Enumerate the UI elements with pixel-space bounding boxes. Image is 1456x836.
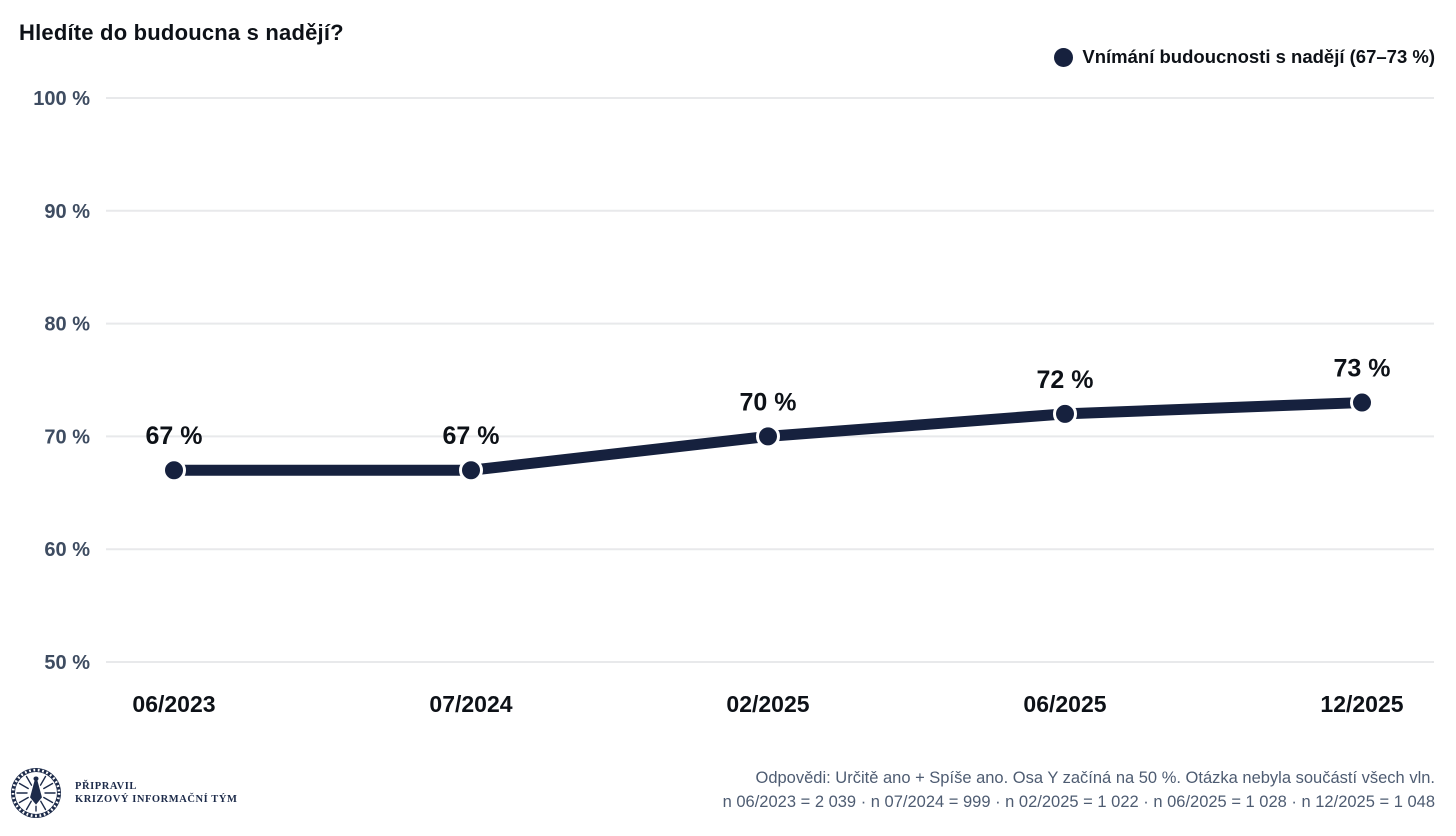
- branding-prepared-by: PŘIPRAVIL: [75, 781, 137, 792]
- data-point: [459, 458, 483, 483]
- y-tick-label: 70 %: [44, 426, 90, 448]
- footnotes: Odpovědi: Určitě ano + Spíše ano. Osa Y …: [723, 767, 1435, 814]
- data-point-label: 67 %: [443, 422, 500, 450]
- y-tick-label: 100 %: [33, 88, 90, 110]
- kit-logo-seal-icon: [11, 768, 61, 818]
- branding-team-name: KRIZOVÝ INFORMAČNÍ TÝM: [75, 794, 238, 805]
- y-tick-label: 60 %: [44, 539, 90, 561]
- x-tick-label: 12/2025: [1320, 691, 1403, 717]
- data-point-label: 67 %: [146, 422, 203, 450]
- data-point-label: 72 %: [1037, 366, 1094, 394]
- legend-label: Vnímání budoucnosti s nadějí (67–73 %): [1082, 46, 1435, 67]
- y-tick-label: 90 %: [44, 201, 90, 223]
- line-chart: 50 % 60 % 70 % 80 % 90 % 100 % 06/2023 07/2024 0…: [33, 88, 1434, 717]
- branding: PŘIPRAVIL KRIZOVÝ INFORMAČNÍ TÝM: [10, 767, 237, 819]
- data-point-label: 70 %: [740, 388, 797, 416]
- footnote-methodology: Odpovědi: Určitě ano + Spíše ano. Osa Y …: [755, 769, 1436, 787]
- data-point: [162, 458, 186, 483]
- page-title: Hledíte do budoucna s nadějí?: [19, 20, 344, 45]
- legend-marker-icon: [1054, 47, 1074, 67]
- x-tick-label: 06/2023: [132, 691, 215, 717]
- y-tick-label: 80 %: [44, 314, 90, 336]
- y-tick-label: 50 %: [44, 652, 90, 674]
- data-point-label: 73 %: [1334, 355, 1391, 383]
- x-tick-label: 02/2025: [726, 691, 809, 717]
- data-point: [1350, 390, 1374, 415]
- x-tick-label: 07/2024: [429, 691, 512, 717]
- legend: Vnímání budoucnosti s nadějí (67–73 %): [1054, 46, 1435, 68]
- x-tick-label: 06/2025: [1023, 691, 1106, 717]
- data-point: [1053, 401, 1077, 426]
- footnote-sample-sizes: n 06/2023 = 2 039 · n 07/2024 = 999 · n …: [722, 792, 1435, 811]
- eagle-silhouette: [28, 775, 44, 807]
- data-point: [756, 424, 780, 449]
